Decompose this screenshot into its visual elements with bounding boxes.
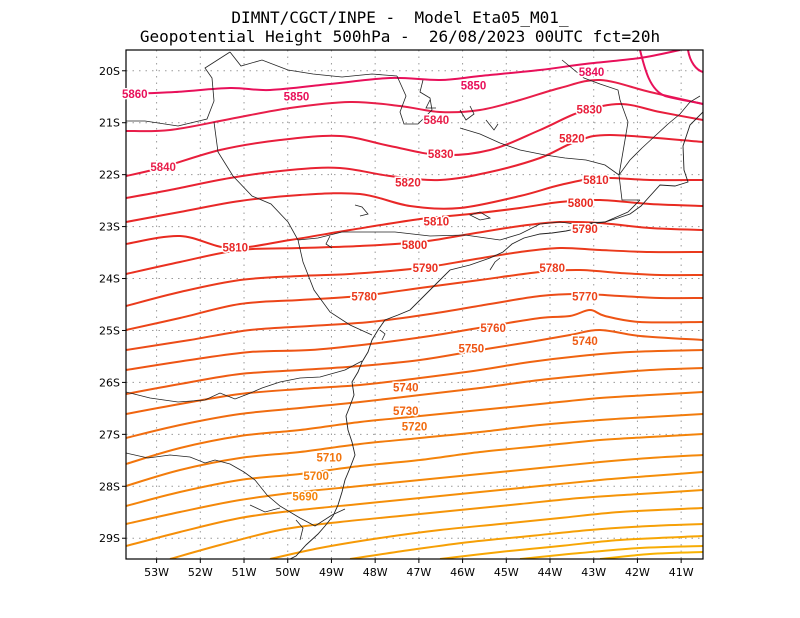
lat-label: 24S [99,273,120,286]
contour-line [126,198,703,250]
contour-line [126,293,703,351]
lon-label: 53W [144,566,169,579]
lat-label: 25S [99,324,120,337]
contour-line [349,523,703,559]
lat-label: 26S [99,376,120,389]
contour-label: 5780 [539,263,565,275]
contour-label: 5740 [572,336,598,348]
contour-label: 5850 [284,92,310,104]
contour-label: 5830 [577,105,603,117]
contour-label: 5780 [351,292,377,304]
contour-line [126,413,703,487]
lat-label: 28S [99,480,120,493]
map-axes: 20S 21S 22S 23S 24S 25S 26S 27S 28S 29S 53W 52W 51W 5… [99,65,694,579]
contour-label: 5710 [316,453,342,465]
contour-label: 5800 [568,198,594,210]
contour-label: 5850 [461,80,487,92]
coastline-borders [126,51,703,559]
lat-lon-grid [126,50,703,559]
contour-label: 5820 [559,133,585,145]
contour-line [126,220,703,275]
map-title-line2: Geopotential Height 500hPa - 26/08/2023 … [139,27,661,46]
contour-label: 5730 [393,406,419,418]
contour-label: 5810 [222,242,248,254]
contour-line [126,78,703,133]
contour-label: 5830 [428,149,454,161]
contour-line [687,50,703,73]
contour-label: 5790 [413,263,439,275]
lon-label: 46W [450,566,475,579]
lon-label: 41W [669,566,694,579]
contour-line [126,471,703,547]
height-contours [126,50,703,559]
contour-line [126,328,703,395]
lat-label: 21S [99,117,120,130]
lon-label: 43W [581,566,606,579]
lon-label: 49W [319,566,344,579]
contour-label: 5690 [292,492,318,504]
contour-label: 5810 [583,175,609,187]
contour-line [599,551,703,559]
contour-label: 5770 [572,292,598,304]
contour-label: 5800 [402,240,428,252]
contour-label: 5860 [122,89,148,101]
contour-line [639,50,703,105]
contour-line [126,391,703,465]
contour-line [519,545,703,559]
contour-labels: 5860 5850 5850 5840 5840 5840 5830 5830 5820 5820… [120,65,610,505]
contour-line [126,176,703,223]
lon-label: 52W [188,566,213,579]
contour-label: 5810 [424,216,450,228]
contour-label: 5790 [572,224,598,236]
map-title-line1: DIMNT/CGCT/INPE - Model Eta05_M01_ [231,8,569,27]
lon-label: 42W [625,566,650,579]
contour-label: 5840 [424,115,450,127]
contour-line [269,507,703,559]
contour-line [126,246,703,307]
contour-label: 5840 [579,67,605,79]
lon-label: 51W [232,566,257,579]
lat-label: 27S [99,428,120,441]
contour-label: 5840 [150,162,176,174]
lat-label: 20S [99,65,120,78]
lat-label: 29S [99,532,120,545]
contour-label: 5700 [303,471,329,483]
contour-label: 5760 [480,323,506,335]
lon-label: 47W [406,566,431,579]
contour-label: 5750 [459,344,485,356]
contour-line [126,309,703,371]
contour-line [126,103,703,177]
contour-line [126,454,703,525]
lon-label: 44W [538,566,563,579]
lon-label: 45W [494,566,519,579]
lon-label: 48W [363,566,388,579]
contour-label: 5820 [395,177,421,189]
contour-line [126,349,703,415]
contour-label: 5720 [402,422,428,434]
lat-label: 23S [99,221,120,234]
contour-line [126,268,703,331]
contour-line [126,134,703,199]
contour-line [439,535,703,559]
contour-line [126,433,703,507]
contour-line [126,50,681,95]
contour-label: 5740 [393,383,419,395]
map-frame [125,49,704,560]
contour-line [126,367,703,439]
contour-line [169,489,703,559]
lon-label: 50W [275,566,300,579]
lat-label: 22S [99,169,120,182]
